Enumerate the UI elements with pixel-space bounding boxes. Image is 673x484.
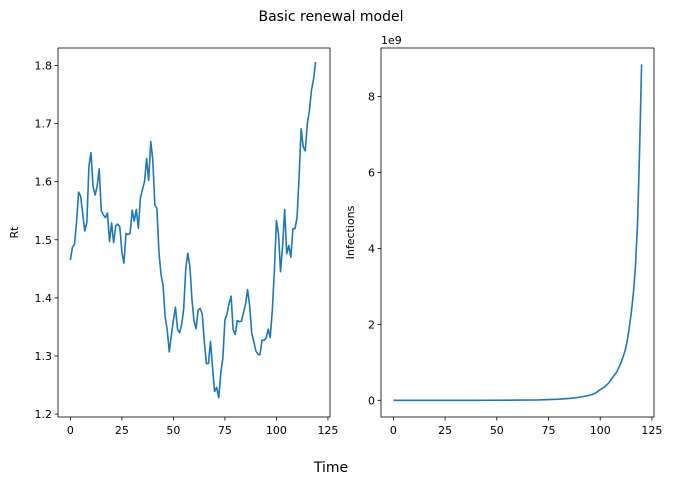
infections-ytick-label: 4: [368, 242, 375, 255]
rt-ylabel: Rt: [8, 226, 21, 239]
rt-ytick-label: 1.2: [35, 408, 53, 421]
infections-ytick-label: 0: [368, 394, 375, 407]
infections-offset-text: 1e9: [381, 34, 402, 47]
infections-ytick-label: 6: [368, 167, 375, 180]
rt-ytick-label: 1.4: [35, 292, 53, 305]
rt-xtick-label: 0: [67, 424, 74, 437]
rt-ytick-label: 1.8: [35, 59, 53, 72]
figure-xlabel: Time: [313, 460, 348, 476]
figure-title: Basic renewal model: [258, 9, 403, 25]
rt-xtick-label: 25: [115, 424, 129, 437]
rt-ytick-label: 1.7: [35, 118, 53, 131]
infections-panel: 0 25 50 75 100 125 0 2 4 6 8 Infections 1e9: [344, 34, 662, 437]
rt-xtick-label: 50: [166, 424, 180, 437]
infections-xtick-label: 50: [490, 424, 504, 437]
rt-xtick-label: 100: [266, 424, 287, 437]
infections-ytick-label: 8: [368, 91, 375, 104]
infections-xtick-label: 25: [438, 424, 452, 437]
infections-series-line: [393, 64, 643, 402]
rt-xtick-label: 125: [317, 424, 338, 437]
infections-xtick-label: 100: [590, 424, 611, 437]
rt-panel: 0 25 50 75 100 125 1.2 1.3 1.4 1.5 1.6 1.7 1.8 Rt: [8, 47, 338, 437]
rt-xtick-label: 75: [218, 424, 232, 437]
rt-axes-frame: [57, 47, 331, 418]
infections-xtick-label: 125: [641, 424, 662, 437]
infections-xtick-label: 75: [542, 424, 556, 437]
rt-ytick-label: 1.3: [35, 350, 53, 363]
infections-axes-frame: [380, 47, 655, 418]
rt-series-line: [69, 61, 317, 399]
infections-ytick-label: 2: [368, 318, 375, 331]
infections-ylabel: Infections: [344, 205, 357, 259]
infections-xtick-label: 0: [390, 424, 397, 437]
rt-ytick-label: 1.5: [35, 234, 53, 247]
rt-ytick-label: 1.6: [35, 176, 53, 189]
